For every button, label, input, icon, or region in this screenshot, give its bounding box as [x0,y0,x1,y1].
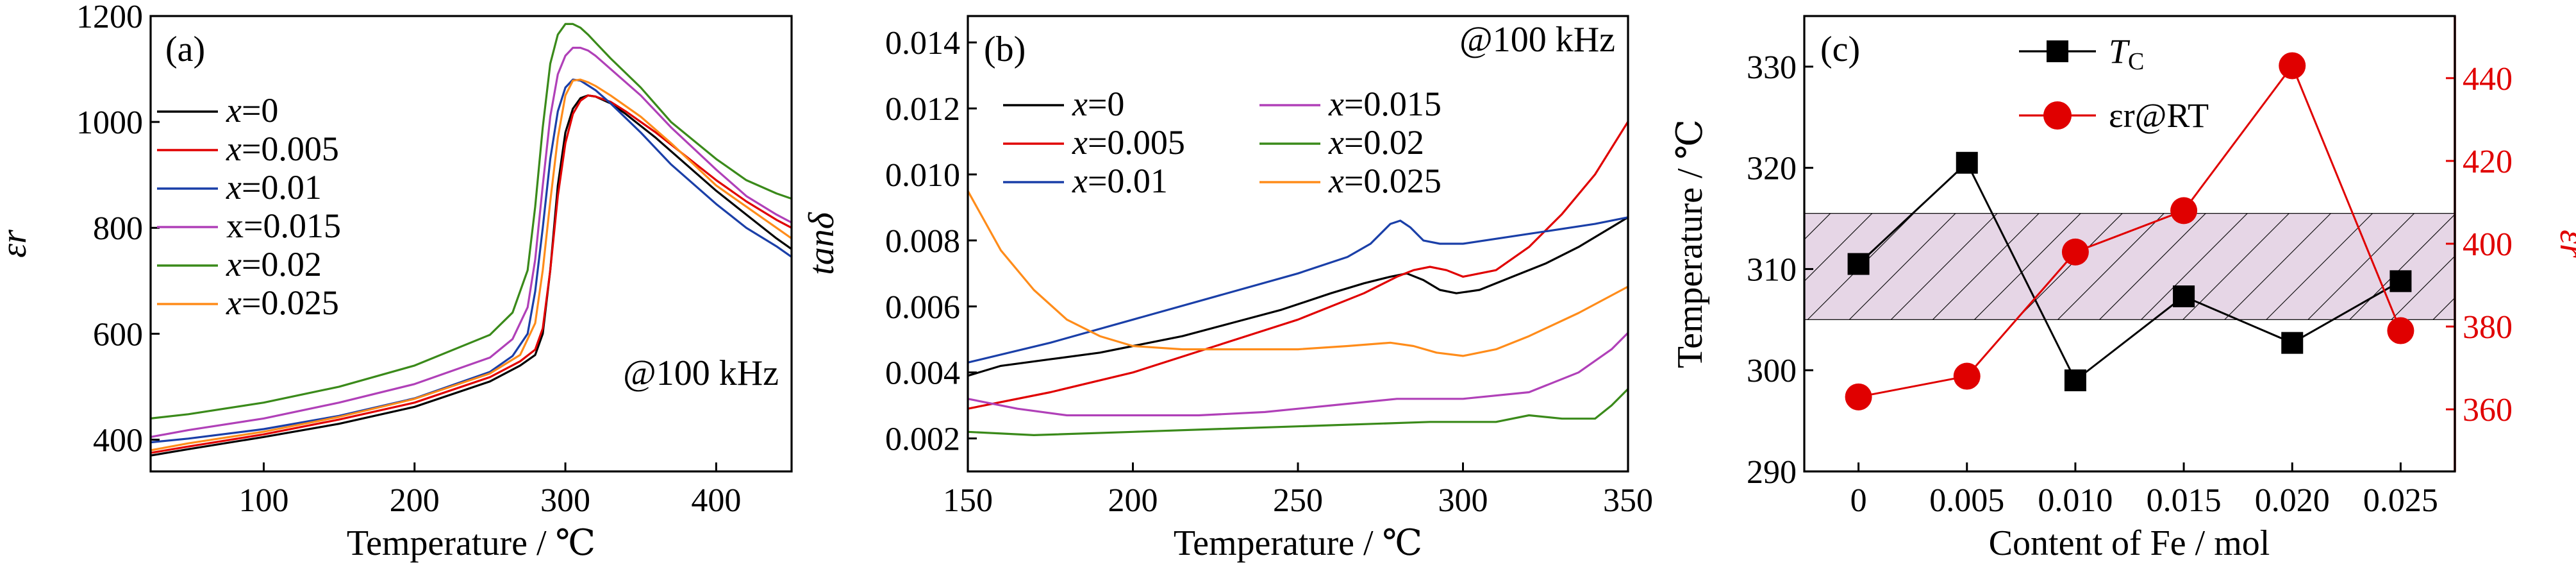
panel-c-x-tick-label: 0.025 [2363,482,2438,519]
panel-c-x-axis-label: Content of Fe / mol [1989,523,2270,563]
panel-c-series-line-tc [1857,161,2402,382]
panel-b-x-tick-label: 250 [1273,482,1323,519]
panel-b-chart: 150 200 250 300 350 0.002 0.004 0.006 0.008 0.010… [802,15,1653,563]
panel-c-right-y-tick-label: 380 [2463,309,2513,346]
panel-a-series-line-x-0-02 [150,22,792,419]
panel-c-point-tc [2173,285,2195,308]
panel-c-point-tc [1847,253,1870,275]
panel-b-x-tick-label: 300 [1438,482,1488,519]
panel-c-hatched-band [1804,213,2455,320]
panel-a-y-tick-label: 400 [93,422,143,459]
panel-c-right-y-axis-label: εr [2552,230,2576,258]
panel-a-series-line-x-0-015 [150,46,792,438]
panel-c-legend-label-r-rt: εr@RT [2109,96,2209,135]
panel-b-legend-label-x-0-005: x=0.005 [1072,123,1185,162]
panel-b-y-tick-label: 0.012 [885,91,960,128]
panel-b-x-tick-label: 200 [1108,482,1158,519]
panel-a-legend-label-x-0-02: x=0.02 [226,245,322,284]
panel-c-x-tick-label: 0.010 [2038,482,2113,519]
panel-b-legend-label-x-0-025: x=0.025 [1328,162,1442,200]
panel-b-series-line-x-0 [967,216,1629,377]
panel-a-legend-label-x-0-005: x=0.005 [226,130,339,168]
panel-b-legend-label-x-0-01: x=0.01 [1072,162,1168,200]
panel-c-left-y-tick-label: 310 [1747,251,1797,288]
panel-c-left-y-tick-label: 300 [1747,353,1797,389]
panel-c-point-tc [2281,332,2304,354]
panel-a-y-tick-label: 800 [93,210,143,247]
panel-c-left-y-axis-label: Temperature / ℃ [1670,119,1710,368]
panel-a-legend-label-x-0: x=0 [226,91,278,130]
panel-a-frequency-annotation: @100 kHz [623,353,779,393]
panel-a-legend-label-x-0-015: x=0.015 [226,207,341,245]
panel-c-point-tc [2064,369,2086,391]
panel-c-point-r-rt [2279,52,2306,80]
panel-c-left-y-tick-label: 330 [1747,49,1797,86]
panel-c-legend-swatch-marker-r-rt [2043,101,2072,130]
panel-c-right-y-tick-label: 440 [2463,61,2513,97]
panel-c-x-tick-label: 0.005 [1929,482,2004,519]
panel-a-x-tick-label: 200 [390,482,440,519]
panel-b-frequency-annotation: @100 kHz [1459,20,1615,60]
panel-b-label: (b) [984,30,1026,69]
panel-a-legend-label-x-0-01: x=0.01 [226,168,322,207]
panel-b-y-axis-label: tanδ [802,212,842,275]
panel-b-plot-frame [967,15,1629,473]
panel-b-legend-label-x-0: x=0 [1072,85,1124,123]
panel-c-right-y-tick-label: 400 [2463,226,2513,263]
panel-c-chart: 0 0.005 0.010 0.015 0.020 0.025 290 300 310 320 33… [1670,15,2576,563]
panel-a-x-tick-label: 400 [691,482,741,519]
panel-b-series-line-x-0-015 [967,332,1629,417]
panel-b-legend-label-x-0-02: x=0.02 [1328,123,1424,162]
panel-b-series-line-x-0-02 [967,388,1629,437]
panel-c-x-tick-label: 0 [1850,482,1867,519]
panel-b-series-line-x-0-025 [967,190,1629,357]
panel-a-series-line-x-0-025 [150,78,792,452]
panel-c-point-r-rt [2387,317,2414,344]
panel-c-x-tick-label: 0.020 [2255,482,2330,519]
panel-c-right-y-tick-label: 360 [2463,392,2513,428]
panel-a-y-tick-label: 1000 [76,105,143,141]
panel-c-right-y-tick-label: 420 [2463,144,2513,180]
panel-b-y-tick-label: 0.010 [885,157,960,194]
panel-a-series-line-x-0 [150,94,792,457]
panel-c-left-y-tick-label: 290 [1747,454,1797,491]
panel-a-chart: 100 200 300 400 400 600 800 1000 1200 (a) @100 k… [0,0,793,563]
panel-b-x-tick-label: 350 [1603,482,1653,519]
panel-c-point-tc [2389,270,2412,292]
panel-c-series-line-r-rt [1858,63,2402,398]
panel-c-x-tick-label: 0.015 [2147,482,2222,519]
panel-b-x-tick-label: 150 [943,482,993,519]
panel-a-y-tick-label: 1200 [76,0,143,35]
panel-b-y-tick-label: 0.014 [885,25,960,62]
panel-c-label: (c) [1820,30,1860,69]
panel-a-x-tick-label: 300 [540,482,590,519]
panel-b-series-line-x-0-01 [967,216,1629,364]
panel-a-x-axis-label: Temperature / ℃ [347,523,595,563]
panel-c-plot-frame [1803,15,2456,473]
panel-c-point-tc [1956,151,1978,174]
panel-b-y-tick-label: 0.008 [885,223,960,260]
panel-c-point-r-rt [1845,383,1872,410]
panel-c-point-r-rt [2061,238,2089,266]
panel-a-legend-label-x-0-025: x=0.025 [226,284,339,322]
panel-b-series-line-x-0-005 [967,121,1629,410]
panel-b-x-axis-label: Temperature / ℃ [1174,523,1422,563]
panel-b-y-tick-label: 0.006 [885,289,960,326]
panel-a-series-line-x-0-005 [150,94,792,454]
panel-a-plot-frame [149,15,793,473]
panel-c-point-r-rt [2170,197,2198,224]
panel-b-y-tick-label: 0.002 [885,421,960,458]
panel-c-legend-label-tc: TC [2109,32,2144,75]
panel-a-x-tick-label: 100 [238,482,288,519]
panel-a-label: (a) [165,30,205,69]
panel-c-point-r-rt [1953,362,1981,390]
panel-b-legend-label-x-0-015: x=0.015 [1328,85,1442,123]
panel-a-y-tick-label: 600 [93,316,143,353]
panel-c-left-y-tick-label: 320 [1747,151,1797,187]
panel-b-y-tick-label: 0.004 [885,355,960,392]
panel-c-legend-swatch-marker-tc [2047,40,2068,62]
panel-a-y-axis-label: εr [0,230,34,258]
